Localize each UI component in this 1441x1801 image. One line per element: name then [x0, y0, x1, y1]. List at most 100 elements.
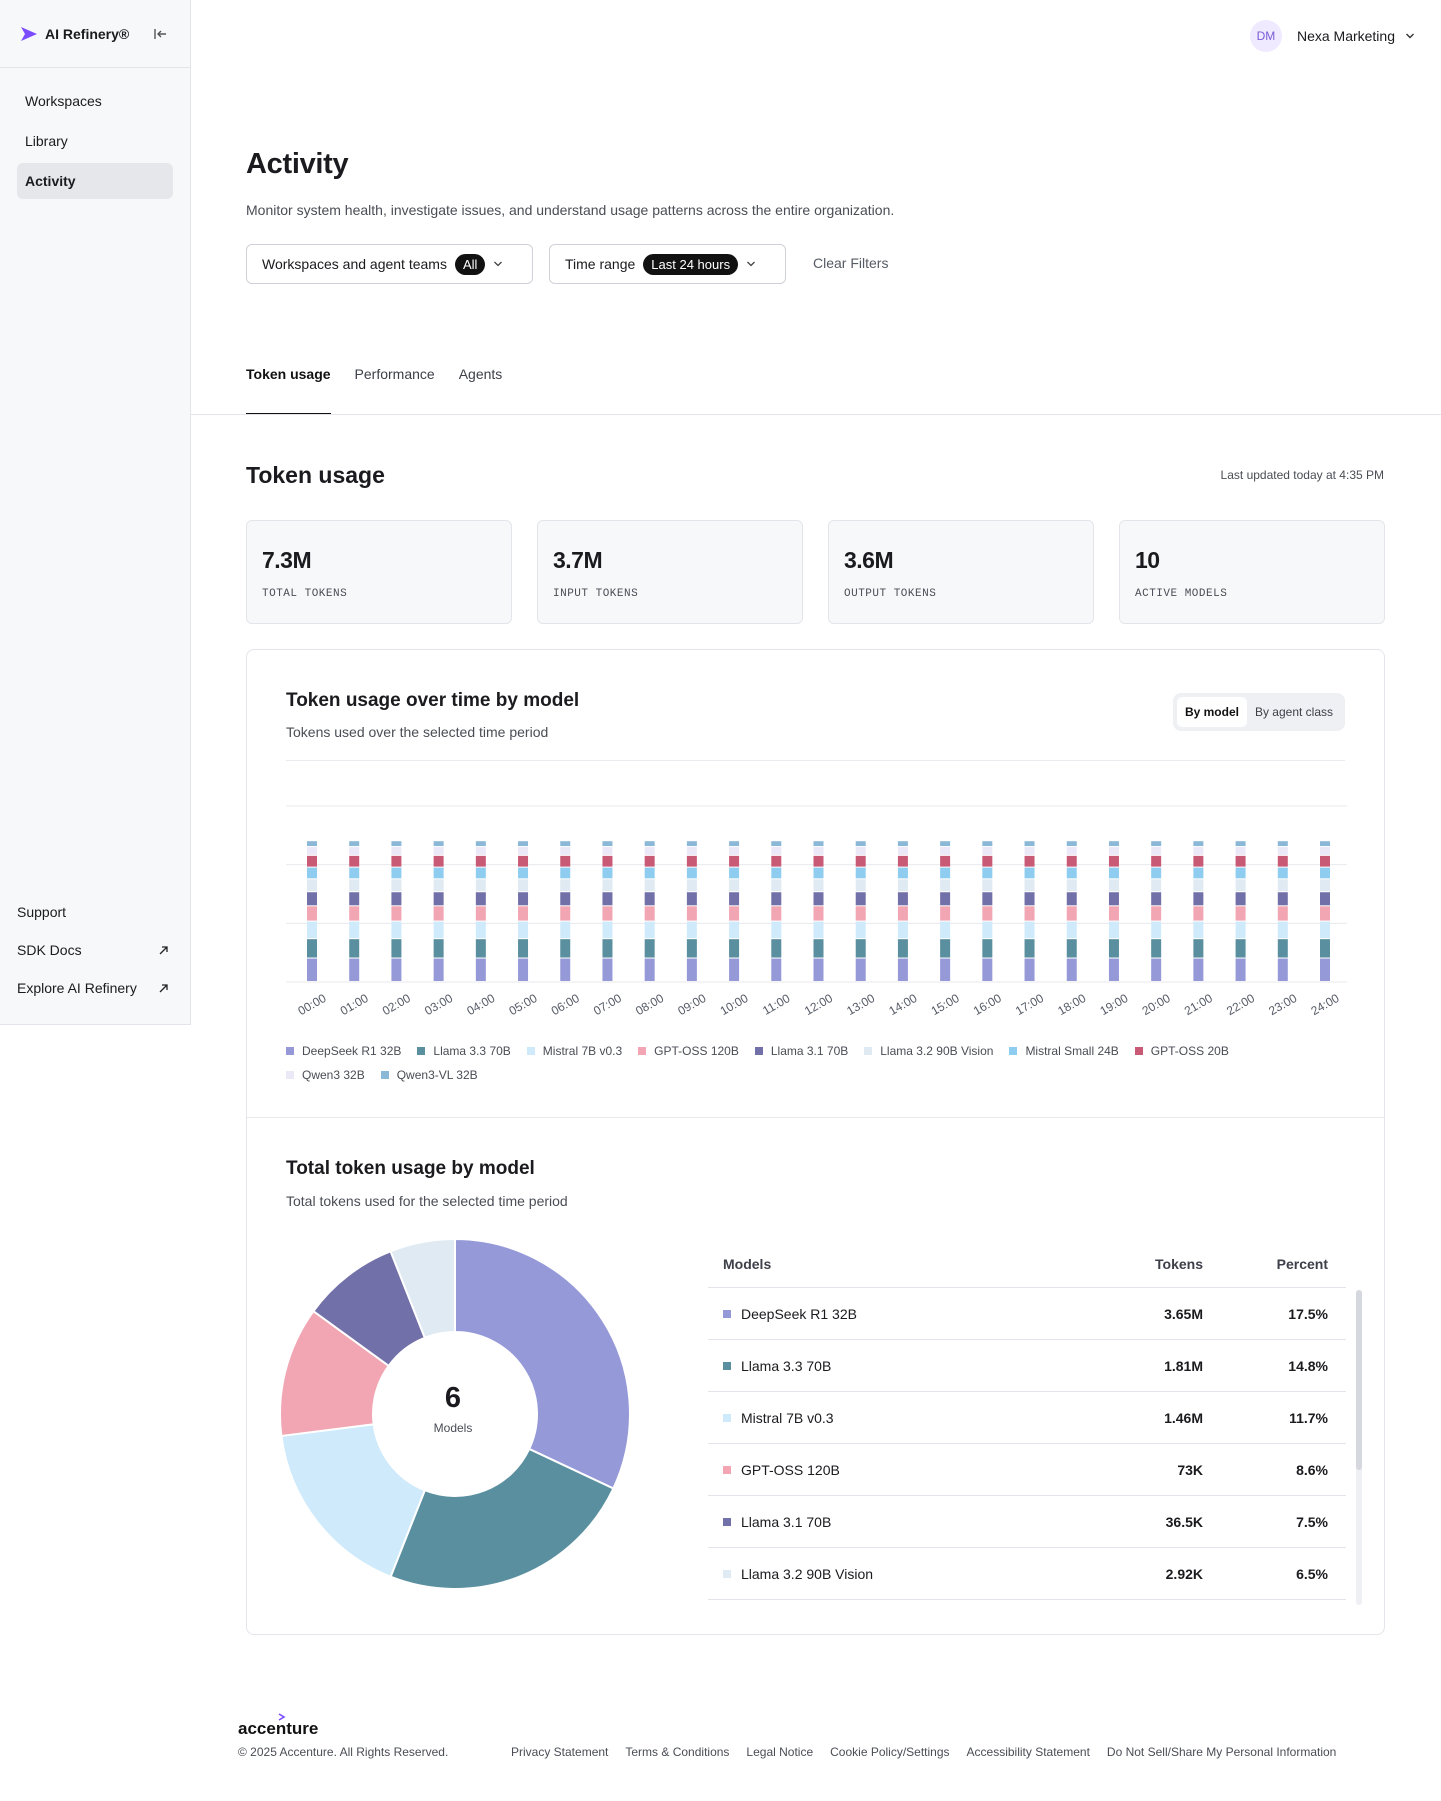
bar-segment[interactable]: [475, 939, 486, 958]
bar-segment[interactable]: [771, 892, 782, 906]
bar-segment[interactable]: [686, 892, 697, 906]
bar-segment[interactable]: [940, 921, 951, 939]
bar-segment[interactable]: [686, 958, 697, 981]
bar-segment[interactable]: [602, 921, 613, 939]
bar-segment[interactable]: [771, 841, 782, 847]
legend-item[interactable]: Mistral Small 24B: [1009, 1039, 1119, 1063]
bar-segment[interactable]: [855, 958, 866, 981]
donut-slice[interactable]: [454, 1239, 630, 1490]
bar-segment[interactable]: [644, 921, 655, 939]
footer-link-do-not-sell[interactable]: Do Not Sell/Share My Personal Informatio…: [1106, 1745, 1337, 1759]
bar-segment[interactable]: [1277, 906, 1288, 921]
bar-segment[interactable]: [475, 958, 486, 981]
bar-segment[interactable]: [897, 958, 908, 981]
bar-segment[interactable]: [813, 841, 824, 847]
bar-segment[interactable]: [1108, 892, 1119, 906]
bar-segment[interactable]: [1024, 939, 1035, 958]
bar-segment[interactable]: [686, 847, 697, 855]
bar-segment[interactable]: [644, 841, 655, 847]
bar-segment[interactable]: [982, 921, 993, 939]
bar-segment[interactable]: [1193, 867, 1204, 879]
bar-segment[interactable]: [518, 841, 529, 847]
bar-segment[interactable]: [1108, 879, 1119, 892]
bar-segment[interactable]: [940, 906, 951, 921]
bar-segment[interactable]: [560, 939, 571, 958]
bar-segment[interactable]: [897, 855, 908, 867]
toggle-by-agent-class[interactable]: By agent class: [1254, 705, 1333, 719]
footer-link-cookie[interactable]: Cookie Policy/Settings: [830, 1745, 950, 1759]
footer-link-legal[interactable]: Legal Notice: [746, 1745, 814, 1759]
bar-segment[interactable]: [475, 855, 486, 867]
legend-item[interactable]: Llama 3.3 70B: [417, 1039, 511, 1063]
bar-segment[interactable]: [813, 939, 824, 958]
bar-segment[interactable]: [1235, 939, 1246, 958]
bar-segment[interactable]: [602, 958, 613, 981]
bar-segment[interactable]: [1193, 892, 1204, 906]
footer-link-terms[interactable]: Terms & Conditions: [625, 1745, 730, 1759]
bar-segment[interactable]: [433, 958, 444, 981]
bar-segment[interactable]: [686, 855, 697, 867]
bar-segment[interactable]: [433, 841, 444, 847]
tab-token-usage[interactable]: Token usage: [246, 366, 331, 415]
table-row[interactable]: Llama 3.1 70B 36.5K 7.5%: [708, 1496, 1346, 1548]
bar-segment[interactable]: [813, 906, 824, 921]
bar-segment[interactable]: [940, 939, 951, 958]
bar-segment[interactable]: [644, 939, 655, 958]
bar-segment[interactable]: [729, 958, 740, 981]
bar-segment[interactable]: [518, 958, 529, 981]
bar-segment[interactable]: [1024, 879, 1035, 892]
bar-segment[interactable]: [1024, 847, 1035, 855]
bar-segment[interactable]: [475, 867, 486, 879]
bar-segment[interactable]: [1235, 892, 1246, 906]
bar-segment[interactable]: [771, 855, 782, 867]
bar-segment[interactable]: [1066, 921, 1077, 939]
bar-segment[interactable]: [391, 958, 402, 981]
bar-segment[interactable]: [391, 879, 402, 892]
bar-segment[interactable]: [729, 841, 740, 847]
bar-segment[interactable]: [1235, 921, 1246, 939]
bar-segment[interactable]: [729, 892, 740, 906]
bar-segment[interactable]: [855, 841, 866, 847]
bar-segment[interactable]: [940, 879, 951, 892]
bar-segment[interactable]: [855, 939, 866, 958]
bar-segment[interactable]: [307, 855, 317, 867]
bar-segment[interactable]: [1066, 939, 1077, 958]
bar-segment[interactable]: [771, 847, 782, 855]
bar-segment[interactable]: [855, 892, 866, 906]
bar-segment[interactable]: [602, 855, 613, 867]
bar-segment[interactable]: [771, 906, 782, 921]
bar-segment[interactable]: [349, 906, 360, 921]
bar-segment[interactable]: [518, 867, 529, 879]
bar-segment[interactable]: [602, 892, 613, 906]
bar-segment[interactable]: [433, 892, 444, 906]
bar-segment[interactable]: [940, 892, 951, 906]
bar-segment[interactable]: [433, 847, 444, 855]
table-scrollbar[interactable]: [1356, 1290, 1362, 1605]
bar-segment[interactable]: [897, 879, 908, 892]
footer-link-accessibility[interactable]: Accessibility Statement: [966, 1745, 1090, 1759]
bar-segment[interactable]: [518, 892, 529, 906]
bar-segment[interactable]: [391, 939, 402, 958]
bar-segment[interactable]: [644, 906, 655, 921]
bar-segment[interactable]: [729, 906, 740, 921]
bar-segment[interactable]: [349, 841, 360, 847]
bar-segment[interactable]: [982, 892, 993, 906]
bar-segment[interactable]: [602, 867, 613, 879]
legend-item[interactable]: Qwen3 32B: [286, 1063, 365, 1087]
bar-segment[interactable]: [729, 921, 740, 939]
bar-segment[interactable]: [686, 906, 697, 921]
bar-segment[interactable]: [855, 879, 866, 892]
bar-segment[interactable]: [1108, 921, 1119, 939]
bar-segment[interactable]: [813, 847, 824, 855]
bar-segment[interactable]: [1320, 855, 1330, 867]
collapse-sidebar-icon[interactable]: [152, 25, 170, 43]
bar-segment[interactable]: [686, 867, 697, 879]
table-row[interactable]: Llama 3.2 90B Vision 2.92K 6.5%: [708, 1548, 1346, 1600]
bar-segment[interactable]: [940, 855, 951, 867]
bar-segment[interactable]: [940, 841, 951, 847]
bar-segment[interactable]: [1277, 958, 1288, 981]
bar-segment[interactable]: [897, 906, 908, 921]
user-menu[interactable]: DM Nexa Marketing: [1249, 20, 1415, 52]
bar-segment[interactable]: [1066, 841, 1077, 847]
bar-segment[interactable]: [475, 921, 486, 939]
